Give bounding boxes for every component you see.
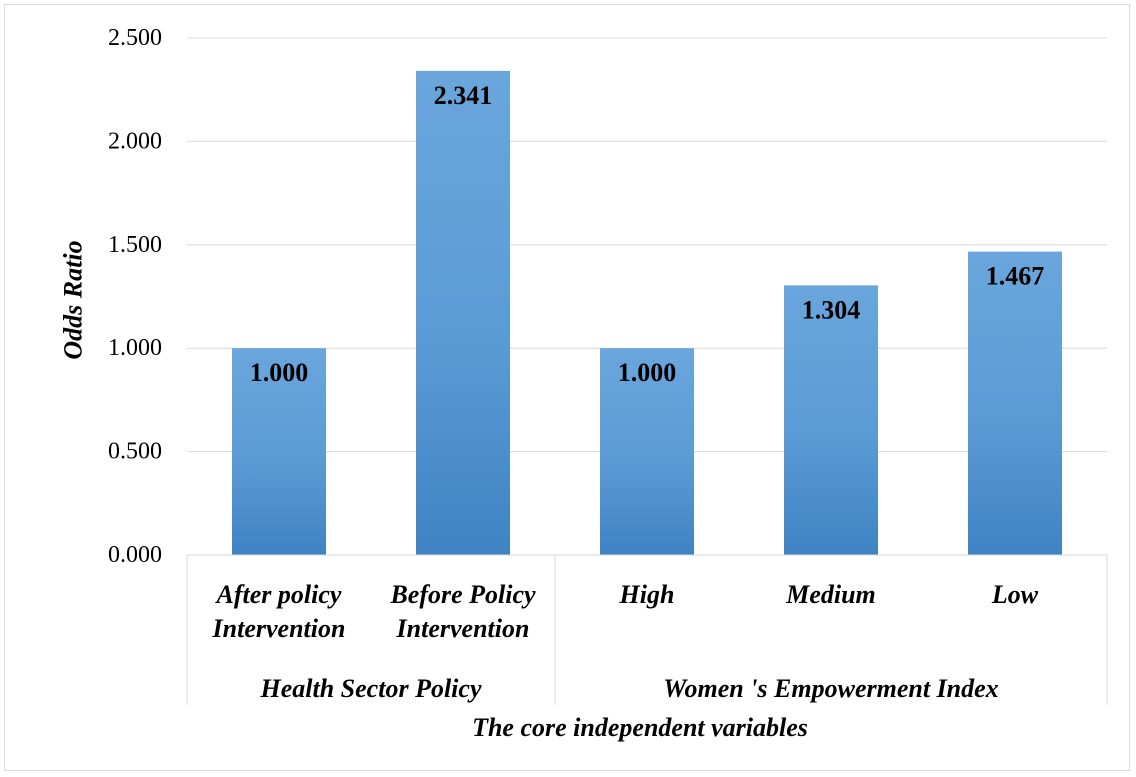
x-category-label: High [619,580,675,609]
x-group-label: Health Sector Policy [260,674,482,703]
bar [416,70,510,556]
bar [232,348,326,555]
bar [784,285,878,555]
x-group-label: Women 's Empowerment Index [663,674,998,703]
x-axis: After policy Intervention Before Policy Int… [186,554,1108,705]
y-tick-label: 0.500 [108,439,162,465]
data-label: 1.304 [802,295,861,324]
chart-area [4,4,1130,771]
x-axis-title: The core independent variables [472,713,808,742]
data-label: 1.467 [986,262,1045,291]
x-category-label: Before Policy Intervention [389,580,536,643]
y-tick-label: 2.000 [108,128,162,154]
y-tick-label: 2.500 [108,25,162,51]
data-label: 2.341 [434,81,493,110]
gridlines: 0.000 0.500 1.000 1.500 2.000 2.500 [108,25,1107,568]
data-label: 1.000 [618,358,677,387]
x-category-label: Medium [785,580,876,609]
bar [968,251,1062,556]
x-category-label: Low [991,580,1039,609]
data-label: 1.000 [250,358,309,387]
bar [600,348,694,555]
y-tick-label: 1.000 [108,335,162,361]
bars: 1.000 2.341 1.000 1.304 1.467 [232,70,1062,556]
y-tick-label: 0.000 [108,542,162,568]
x-category-label: After policy Intervention [212,580,346,643]
y-axis-title: Odds Ratio [59,240,88,359]
y-tick-label: 1.500 [108,232,162,258]
